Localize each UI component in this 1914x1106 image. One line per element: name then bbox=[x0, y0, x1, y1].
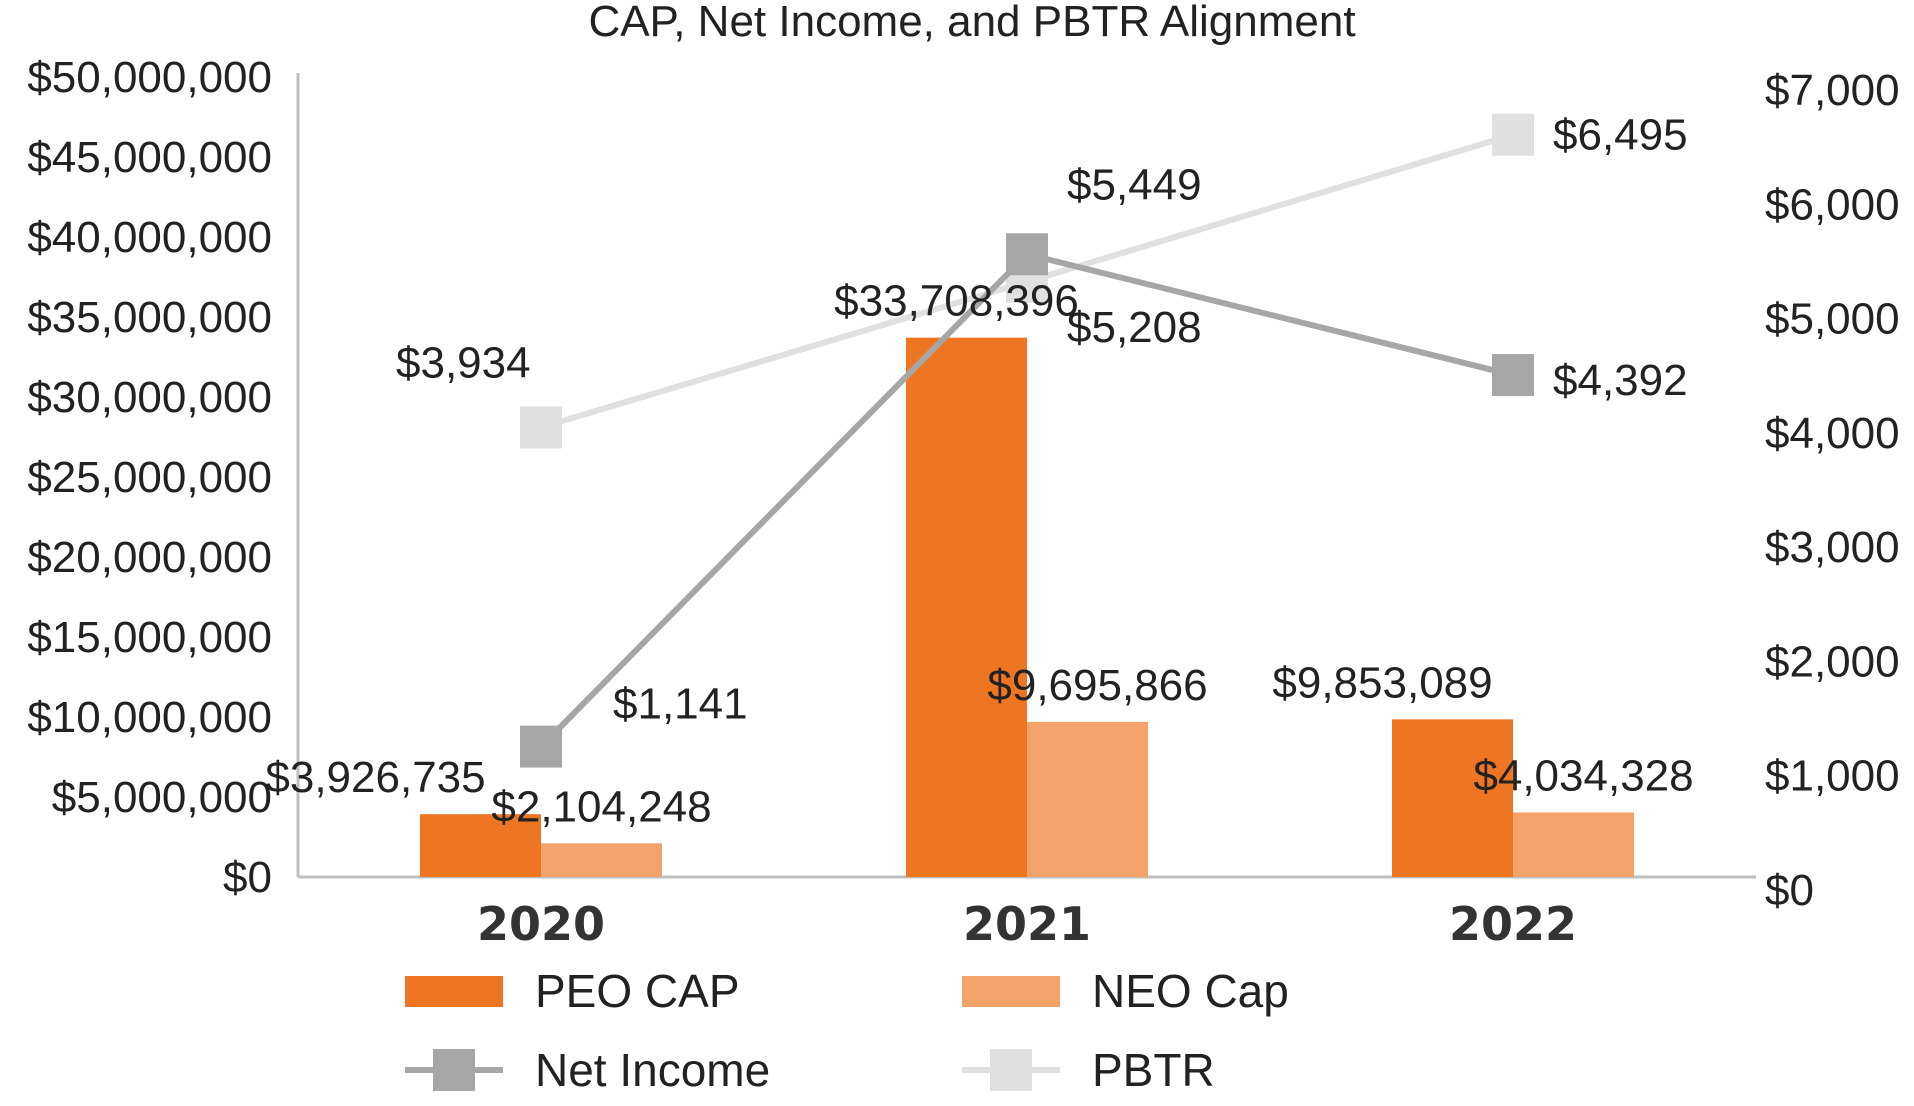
legend-label-pbtr: PBTR bbox=[1092, 1044, 1215, 1096]
left-axis-tick-label: $15,000,000 bbox=[27, 613, 272, 662]
right-axis-tick-label: $1,000 bbox=[1765, 752, 1900, 801]
pbtr-data-label: $6,495 bbox=[1553, 111, 1688, 160]
left-axis-tick-label: $45,000,000 bbox=[27, 133, 272, 182]
right-axis-tick-label: $3,000 bbox=[1765, 523, 1900, 572]
left-axis-tick-label: $20,000,000 bbox=[27, 533, 272, 582]
right-axis-tick-label: $4,000 bbox=[1765, 409, 1900, 458]
net-income-marker bbox=[1006, 233, 1048, 276]
left-axis-tick-label: $5,000,000 bbox=[52, 773, 272, 822]
neo-cap-data-label: $4,034,328 bbox=[1473, 751, 1693, 800]
legend-swatch-peo-cap bbox=[405, 976, 503, 1007]
net-income-data-label: $5,449 bbox=[1067, 160, 1202, 209]
net-income-data-label: $4,392 bbox=[1553, 356, 1688, 405]
peo-cap-data-label: $33,708,396 bbox=[834, 277, 1079, 326]
peo-cap-bar bbox=[1392, 719, 1513, 877]
net-income-marker bbox=[520, 725, 562, 768]
neo-cap-bar bbox=[1027, 721, 1148, 877]
pbtr-marker bbox=[1492, 113, 1534, 156]
neo-cap-data-label: $9,695,866 bbox=[987, 661, 1207, 710]
pbtr-data-label: $5,208 bbox=[1067, 303, 1202, 352]
right-axis-tick-label: $7,000 bbox=[1765, 66, 1900, 115]
left-axis-tick-label: $30,000,000 bbox=[27, 373, 272, 422]
legend-label-neo-cap: NEO Cap bbox=[1092, 965, 1289, 1017]
left-axis-tick-label: $0 bbox=[223, 853, 272, 902]
left-axis-tick-label: $40,000,000 bbox=[27, 213, 272, 262]
x-axis-category-label: 2020 bbox=[477, 897, 605, 951]
left-axis-tick-label: $10,000,000 bbox=[27, 693, 272, 742]
left-axis-tick-label: $50,000,000 bbox=[27, 53, 272, 102]
x-axis-category-label: 2022 bbox=[1449, 897, 1577, 951]
neo-cap-data-label: $2,104,248 bbox=[491, 782, 711, 831]
left-axis-tick-label: $35,000,000 bbox=[27, 293, 272, 342]
right-axis-tick-label: $2,000 bbox=[1765, 637, 1900, 686]
right-axis-tick-label: $0 bbox=[1765, 866, 1814, 915]
chart-title: CAP, Net Income, and PBTR Alignment bbox=[588, 0, 1355, 46]
left-axis-tick-label: $25,000,000 bbox=[27, 453, 272, 502]
peo-cap-data-label: $3,926,735 bbox=[265, 753, 485, 802]
neo-cap-bar bbox=[1513, 812, 1634, 877]
pbtr-data-label: $3,934 bbox=[396, 338, 531, 387]
peo-cap-bar bbox=[420, 814, 541, 877]
legend-marker-net-income bbox=[433, 1049, 475, 1091]
peo-cap-data-label: $9,853,089 bbox=[1272, 658, 1492, 707]
legend-marker-pbtr bbox=[990, 1049, 1032, 1091]
legend-label-peo-cap: PEO CAP bbox=[535, 965, 740, 1017]
peo-cap-bar bbox=[906, 337, 1027, 877]
legend-label-net-income: Net Income bbox=[535, 1044, 770, 1096]
legend-swatch-neo-cap bbox=[962, 976, 1060, 1007]
net-income-marker bbox=[1492, 354, 1534, 397]
right-axis-tick-label: $5,000 bbox=[1765, 295, 1900, 344]
neo-cap-bar bbox=[541, 843, 662, 877]
net-income-data-label: $1,141 bbox=[613, 680, 748, 729]
pbtr-marker bbox=[520, 406, 562, 449]
right-axis-tick-label: $6,000 bbox=[1765, 180, 1900, 229]
x-axis-category-label: 2021 bbox=[963, 897, 1091, 951]
